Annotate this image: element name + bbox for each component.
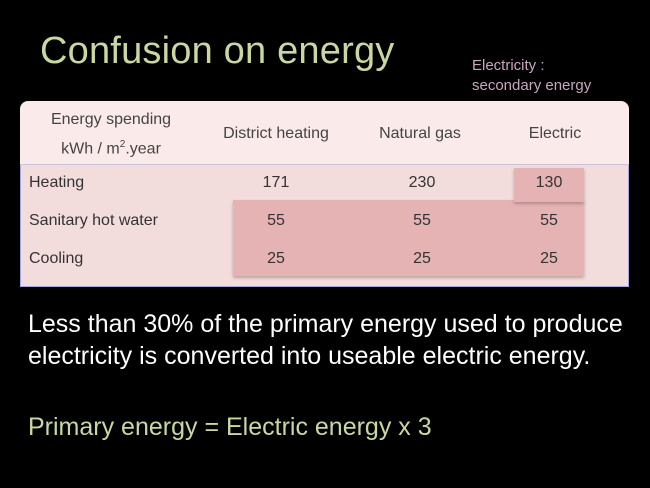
slide-title: Confusion on energy (40, 30, 395, 72)
side-note: Electricity : secondary energy (472, 56, 591, 96)
row-label-heating: Heating (29, 174, 85, 191)
formula-text: Primary energy = Electric energy x 3 (28, 413, 432, 441)
row-label-cooling: Cooling (29, 250, 84, 267)
column-header-natural-gas: Natural gas (379, 125, 461, 142)
side-note-line-1: Electricity : (472, 57, 545, 74)
row-label-sanitary-hot-water: Sanitary hot water (29, 212, 158, 229)
energy-table: Energy spending kWh / m2.year District h… (20, 101, 629, 287)
cell-cooling-electric: 25 (540, 250, 558, 267)
column-header-electric: Electric (528, 125, 582, 142)
column-header-district-heating: District heating (223, 125, 329, 142)
cell-heating-electric: 130 (535, 174, 563, 191)
cell-cooling-gas: 25 (413, 250, 431, 267)
corner-line-2: kWh / m2.year (61, 139, 161, 158)
cell-heating-gas: 230 (408, 174, 436, 191)
highlight-electric-heating (514, 168, 584, 202)
header-corner-cell: Energy spending kWh / m2.year (20, 107, 202, 161)
cell-sanitary-district: 55 (267, 212, 285, 229)
cell-cooling-district: 25 (267, 250, 285, 267)
highlight-block (233, 200, 584, 276)
cell-sanitary-gas: 55 (413, 212, 431, 229)
table-header-row (20, 101, 629, 164)
cell-sanitary-electric: 55 (540, 212, 558, 229)
side-note-line-2: secondary energy (472, 77, 592, 94)
corner-line-1: Energy spending (50, 111, 172, 128)
cell-heating-district: 171 (262, 174, 290, 191)
body-paragraph: Less than 30% of the primary energy used… (28, 310, 623, 370)
